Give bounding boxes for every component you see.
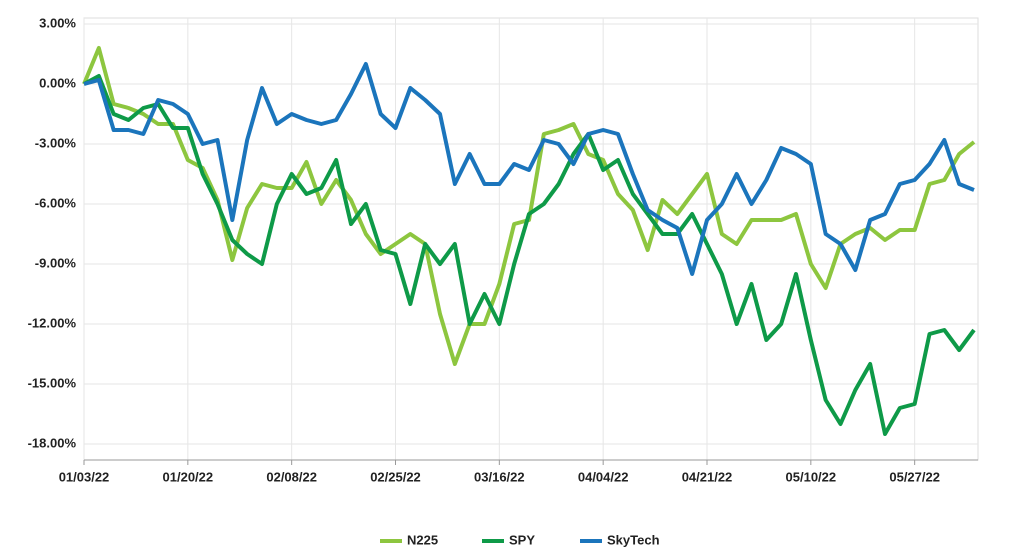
series-line (83, 74, 976, 436)
legend-label: N225 (407, 532, 438, 547)
y-tick-label: -9.00% (35, 255, 77, 270)
series-line (83, 62, 975, 276)
legend-label: SkyTech (607, 532, 660, 547)
y-tick-label: -18.00% (28, 435, 77, 450)
x-tick-label: 01/20/22 (163, 469, 214, 484)
x-tick-label: 01/03/22 (59, 469, 110, 484)
y-tick-label: 0.00% (39, 75, 76, 90)
legend-label: SPY (509, 532, 535, 547)
x-tick-label: 05/27/22 (889, 469, 940, 484)
y-tick-label: -3.00% (35, 135, 77, 150)
x-tick-label: 03/16/22 (474, 469, 525, 484)
y-tick-label: 3.00% (39, 15, 76, 30)
y-tick-label: -12.00% (28, 315, 77, 330)
x-tick-label: 04/21/22 (682, 469, 733, 484)
x-tick-label: 05/10/22 (786, 469, 837, 484)
y-tick-label: -6.00% (35, 195, 77, 210)
x-tick-label: 04/04/22 (578, 469, 629, 484)
y-tick-label: -15.00% (28, 375, 77, 390)
x-tick-label: 02/25/22 (370, 469, 421, 484)
x-tick-label: 02/08/22 (266, 469, 317, 484)
